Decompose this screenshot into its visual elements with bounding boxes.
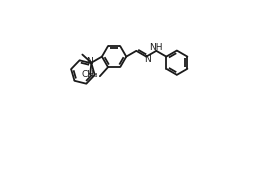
Text: N: N [144,55,150,65]
Text: CH₃: CH₃ [82,70,99,79]
Text: NH: NH [149,43,162,52]
Text: N: N [86,56,93,66]
